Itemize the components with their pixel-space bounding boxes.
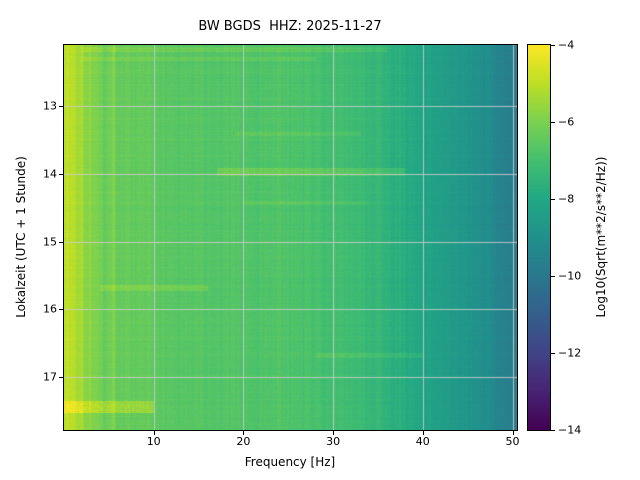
colorbar-tick-mark <box>551 353 555 354</box>
x-axis-label: Frequency [Hz] <box>244 455 336 469</box>
y-axis-label: Lokalzeit (UTC + 1 Stunde) <box>14 156 28 318</box>
colorbar-tick-label: −6 <box>558 115 575 129</box>
y-tick-label: 13 <box>43 99 57 113</box>
y-tick-mark <box>59 309 63 311</box>
x-tick-label: 50 <box>505 435 520 448</box>
y-tick-label: 17 <box>43 370 57 384</box>
colorbar-tick-label: −12 <box>558 346 582 360</box>
x-tick-mark <box>512 431 514 435</box>
spectrogram-heatmap-canvas <box>64 45 517 430</box>
y-tick-mark <box>59 377 63 379</box>
y-tick-label: 15 <box>43 235 57 249</box>
colorbar-gradient-canvas <box>528 45 550 430</box>
x-tick-label: 20 <box>236 435 251 448</box>
x-tick-label: 40 <box>415 435 430 448</box>
y-tick-mark <box>59 106 63 107</box>
colorbar-label: Log10(Sqrt(m**2/s**2/Hz)) <box>594 156 608 318</box>
colorbar-tick-label: −10 <box>558 269 582 283</box>
colorbar-tick-label: −14 <box>558 423 582 437</box>
colorbar-tick-mark <box>551 430 555 431</box>
colorbar-tick-mark <box>551 45 555 46</box>
y-tick-label: 16 <box>43 302 57 316</box>
chart-title: BW BGDS HHZ: 2025-11-27 <box>198 19 382 34</box>
x-tick-label: 30 <box>326 435 341 448</box>
colorbar <box>527 44 551 431</box>
colorbar-tick-mark <box>551 276 555 277</box>
colorbar-tick-mark <box>551 122 555 123</box>
colorbar-tick-label: −8 <box>558 192 575 206</box>
x-tick-mark <box>422 431 424 435</box>
x-tick-mark <box>243 431 245 435</box>
x-tick-mark <box>153 431 155 435</box>
x-tick-mark <box>333 431 335 435</box>
y-tick-mark <box>59 173 63 175</box>
y-tick-label: 14 <box>43 167 57 181</box>
colorbar-tick-label: −4 <box>558 38 575 52</box>
y-tick-mark <box>59 241 63 243</box>
spectrogram-plot-area <box>63 44 518 431</box>
x-tick-label: 10 <box>146 435 161 448</box>
colorbar-tick-mark <box>551 199 555 200</box>
